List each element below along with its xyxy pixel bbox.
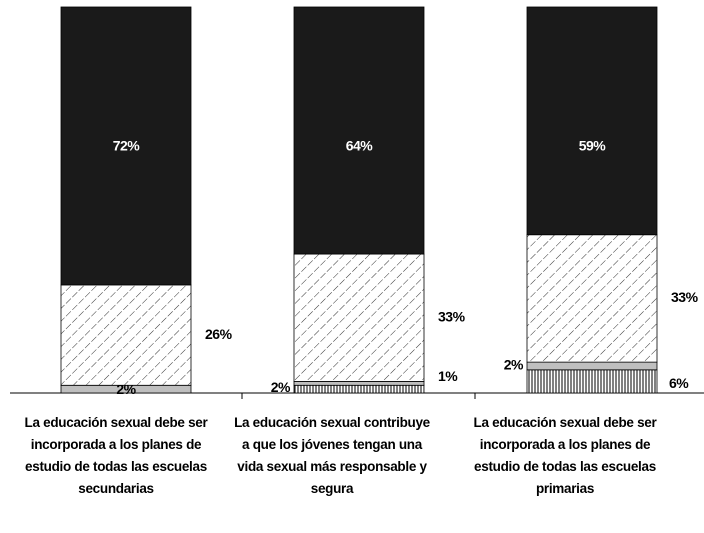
value-label: 33% (438, 308, 466, 324)
category-label: La educación sexual contribuye a que los… (234, 415, 430, 496)
value-label: 59% (579, 138, 607, 154)
value-label: 2% (504, 357, 524, 373)
bar-segment (293, 253, 425, 382)
bar-segment (293, 6, 425, 255)
value-label: 1% (438, 368, 458, 384)
bar-segment (60, 284, 192, 386)
category-label: La educación sexual debe ser incorporada… (24, 415, 208, 496)
value-label: 64% (346, 138, 374, 154)
category-label: La educación sexual debe ser incorporada… (473, 415, 657, 496)
value-label: 33% (671, 289, 699, 305)
bar-segment (526, 6, 658, 236)
value-label: 2% (271, 379, 291, 395)
bar-segment (60, 6, 192, 286)
value-label: 6% (669, 375, 689, 391)
bar-segment (526, 361, 658, 371)
bar-segment (526, 234, 658, 363)
bar-segment (293, 381, 425, 386)
bar-segment (526, 369, 658, 394)
bar-segment (293, 384, 425, 394)
value-label: 72% (113, 138, 141, 154)
value-label: 26% (205, 326, 233, 342)
